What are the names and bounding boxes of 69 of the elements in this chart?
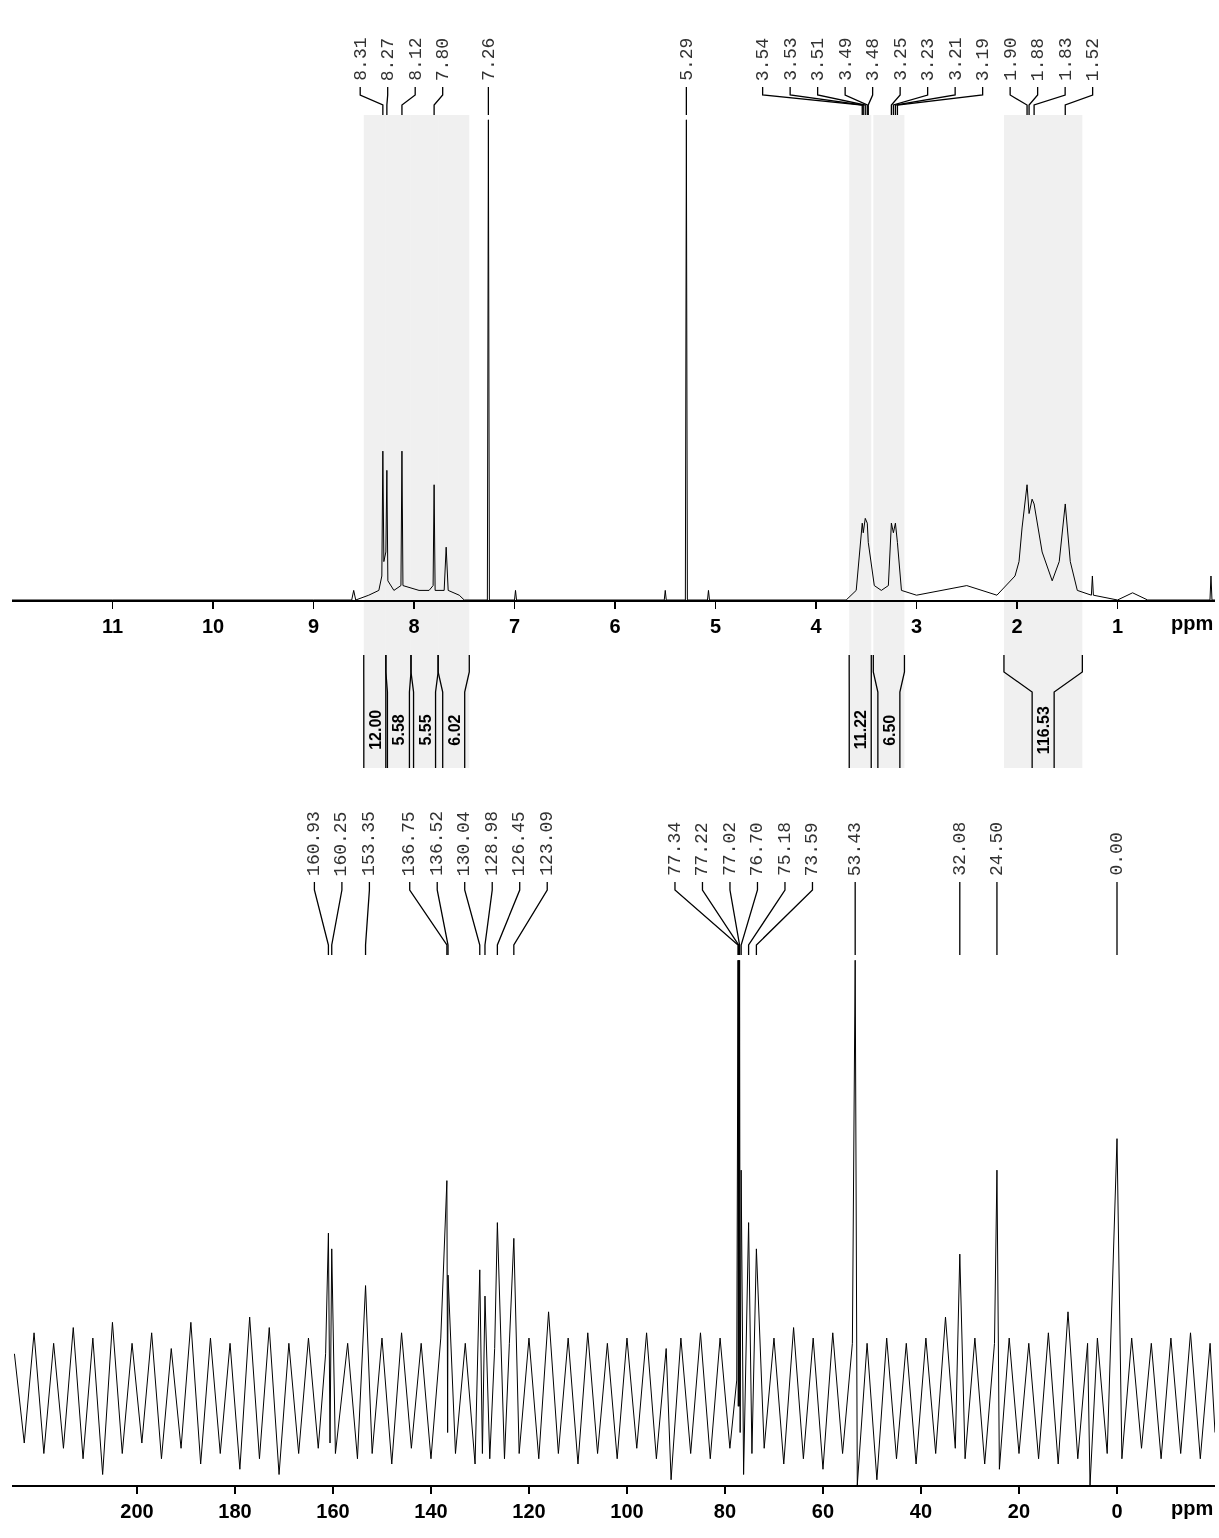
x-tick-label: 3 — [910, 614, 923, 637]
annotation: 53.43 — [845, 822, 866, 877]
annotation: 73.59 — [802, 822, 823, 877]
annotation: 77.02 — [719, 821, 740, 876]
band-label: 6.50 — [880, 714, 898, 746]
annotation: 1.90 — [1000, 37, 1021, 81]
band-label: 5.58 — [390, 714, 408, 746]
annotation: 77.34 — [664, 821, 685, 876]
annotation: 7.80 — [433, 37, 454, 82]
annotation: 3.21 — [945, 37, 966, 81]
annotation: 8.12 — [405, 37, 426, 81]
x-tick-label: 9 — [307, 614, 320, 637]
annotation: 126.45 — [509, 811, 530, 877]
annotation: 3.49 — [835, 37, 856, 81]
band-label: 116.53 — [1035, 705, 1053, 755]
annotation: 32.08 — [949, 821, 970, 876]
x-tick-label: 6 — [609, 614, 621, 637]
x-tick-label: 160 — [316, 1499, 350, 1522]
x-tick-label: 20 — [1007, 1499, 1031, 1522]
annotation: 128.98 — [481, 810, 502, 876]
x-tick-label: 180 — [218, 1499, 252, 1522]
annotation: 24.50 — [986, 821, 1007, 876]
annotation: 3.25 — [890, 37, 911, 81]
annotation: 3.23 — [918, 37, 939, 82]
band-label: 12.00 — [366, 709, 384, 750]
x-tick-label: 0 — [1111, 1499, 1123, 1522]
annotation: 8.27 — [378, 37, 399, 82]
x-axis-title: ppm — [1171, 612, 1214, 634]
annotation: 136.52 — [426, 810, 447, 876]
x-tick-label: 60 — [811, 1499, 835, 1522]
annotation: 123.09 — [536, 810, 557, 876]
x-tick-label: 2 — [1011, 614, 1023, 637]
annotation: 160.93 — [303, 811, 324, 876]
band-label: 5.55 — [416, 714, 434, 746]
x-tick-label: 10 — [201, 614, 225, 637]
annotation: 130.04 — [454, 811, 475, 877]
annotation: 5.29 — [676, 37, 697, 81]
annotation: 3.54 — [753, 37, 774, 82]
x-tick-label: 11 — [101, 614, 124, 637]
x-tick-label: 7 — [508, 614, 521, 637]
x-tick-label: 1 — [1111, 614, 1124, 637]
annotation: 1.88 — [1028, 37, 1049, 82]
annotation: 1.52 — [1083, 37, 1104, 82]
x-axis-title: ppm — [1171, 1497, 1214, 1519]
annotation: 1.83 — [1055, 37, 1076, 81]
annotation: 136.75 — [399, 811, 420, 877]
band-label: 11.22 — [852, 709, 870, 750]
annotation: 8.31 — [350, 37, 371, 81]
annotation: 3.48 — [863, 37, 884, 82]
x-tick-label: 120 — [512, 1499, 546, 1522]
x-tick-label: 8 — [408, 614, 420, 637]
annotation: 3.53 — [780, 37, 801, 81]
band-label: 6.02 — [445, 714, 463, 746]
annotation: 76.70 — [747, 822, 768, 877]
x-tick-label: 5 — [709, 614, 722, 637]
x-tick-label: 100 — [610, 1499, 644, 1522]
annotation: 3.51 — [808, 37, 829, 82]
annotation: 77.22 — [692, 822, 713, 877]
x-tick-label: 200 — [120, 1499, 154, 1522]
annotation: 153.35 — [358, 811, 379, 876]
annotation: 0.00 — [1106, 832, 1127, 876]
annotation: 3.19 — [973, 37, 994, 82]
x-tick-label: 80 — [713, 1499, 737, 1522]
annotation: 7.26 — [478, 37, 499, 81]
x-tick-label: 4 — [810, 614, 823, 637]
annotation: 160.25 — [331, 811, 352, 877]
x-tick-label: 140 — [414, 1499, 448, 1522]
annotation: 75.18 — [774, 821, 795, 876]
x-tick-label: 40 — [909, 1499, 933, 1522]
